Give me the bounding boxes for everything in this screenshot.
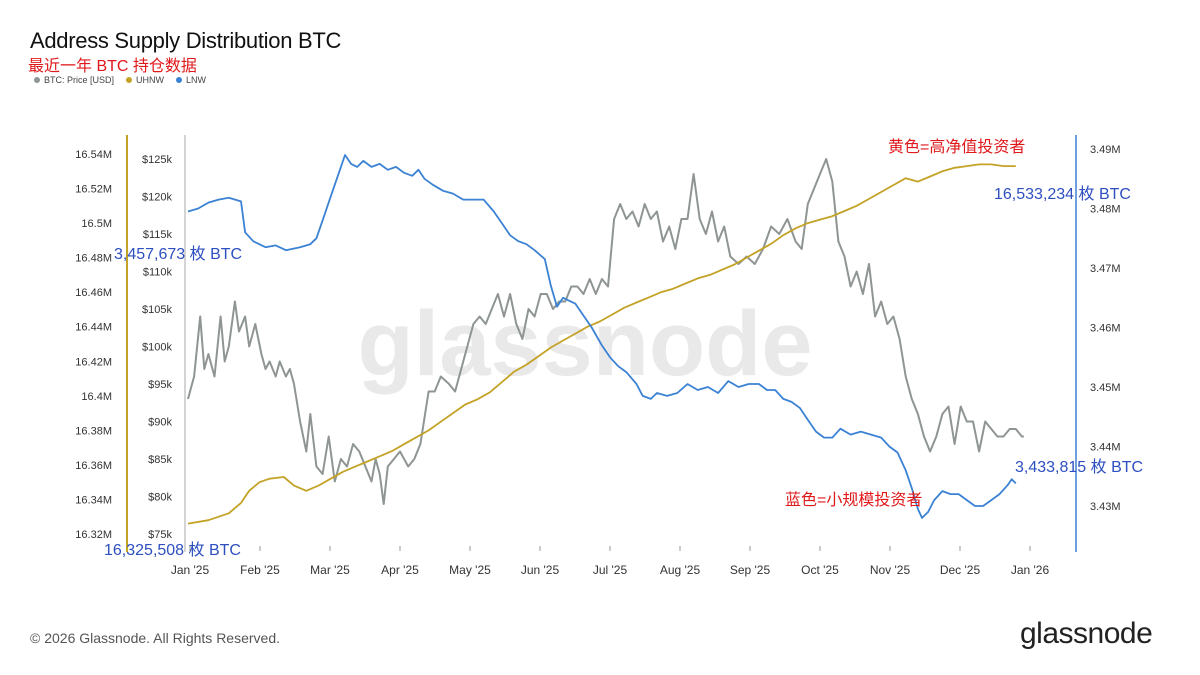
chart-title: Address Supply Distribution BTC — [30, 28, 342, 53]
uhnw-tick-label: 16.36M — [75, 460, 112, 472]
uhnw-tick-label: 16.44M — [75, 322, 112, 334]
series-line-lnw — [187, 154, 1017, 519]
legend-label-lnw: LNW — [186, 75, 207, 85]
lnw-tick-label: 3.45M — [1090, 382, 1121, 394]
price-tick-label: $105k — [142, 304, 172, 316]
lnw-tick-label: 3.47M — [1090, 263, 1121, 275]
lnw-tick-label: 3.46M — [1090, 323, 1121, 335]
x-tick-label: May '25 — [449, 563, 491, 577]
lnw-tick-label: 3.44M — [1090, 442, 1121, 454]
x-tick-label: Jul '25 — [593, 563, 628, 577]
lnw-tick-label: 3.48M — [1090, 204, 1121, 216]
price-tick-label: $125k — [142, 154, 172, 166]
x-tick-label: Mar '25 — [310, 563, 350, 577]
price-tick-label: $115k — [143, 229, 173, 241]
uhnw-tick-label: 16.52M — [75, 184, 112, 196]
annotation-lnw-label: 蓝色=小规模投资者 — [785, 491, 922, 509]
uhnw-tick-label: 16.46M — [75, 287, 112, 299]
annotation-uhnw-label: 黄色=高净值投资者 — [888, 138, 1025, 156]
legend-dot-lnw — [176, 77, 183, 83]
chart-subtitle: 最近一年 BTC 持仓数据 — [28, 58, 197, 75]
x-tick-label: Nov '25 — [870, 563, 911, 577]
price-tick-label: $80k — [148, 492, 172, 504]
legend-label-price: BTC: Price [USD] — [44, 75, 115, 85]
x-tick-label: Aug '25 — [660, 563, 701, 577]
uhnw-tick-label: 16.4M — [81, 391, 112, 403]
x-tick-label: Jan '25 — [171, 563, 210, 577]
legend-dot-uhnw — [126, 77, 133, 83]
price-tick-label: $85k — [148, 454, 172, 466]
watermark: glassnode — [357, 293, 812, 395]
x-tick-label: Oct '25 — [801, 563, 839, 577]
price-tick-label: $100k — [142, 342, 172, 354]
series-line-uhnw — [187, 163, 1016, 525]
glassnode-logo: glassnode — [1020, 617, 1153, 650]
x-tick-label: Dec '25 — [940, 563, 981, 577]
annotation-uhnw-start: 16,325,508 枚 BTC — [104, 541, 241, 559]
price-tick-label: $110k — [143, 267, 173, 279]
x-tick-label: Jan '26 — [1011, 563, 1050, 577]
series-line-price — [187, 158, 1024, 505]
legend-item-lnw[interactable]: LNW — [176, 75, 206, 85]
x-tick-label: Jun '25 — [521, 563, 560, 577]
x-tick-label: Sep '25 — [730, 563, 771, 577]
x-tick-label: Apr '25 — [381, 563, 419, 577]
legend-item-price[interactable]: BTC: Price [USD] — [34, 75, 114, 85]
annotation-uhnw-end: 16,533,234 枚 BTC — [994, 185, 1131, 203]
price-tick-label: $75k — [148, 529, 172, 541]
uhnw-tick-label: 16.38M — [75, 425, 112, 437]
legend: BTC: Price [USD] UHNW LNW — [34, 75, 206, 85]
price-tick-label: $120k — [142, 192, 172, 204]
lnw-tick-label: 3.43M — [1090, 501, 1121, 513]
uhnw-tick-label: 16.48M — [75, 253, 112, 265]
uhnw-tick-label: 16.32M — [75, 529, 112, 541]
legend-item-uhnw[interactable]: UHNW — [126, 75, 164, 85]
footer-copyright: © 2026 Glassnode. All Rights Reserved. — [30, 630, 281, 646]
price-tick-label: $95k — [148, 379, 172, 391]
annotation-lnw-end: 3,433,815 枚 BTC — [1015, 458, 1143, 476]
legend-label-uhnw: UHNW — [136, 75, 165, 85]
uhnw-tick-label: 16.5M — [81, 218, 112, 230]
legend-dot-price — [34, 77, 40, 83]
uhnw-tick-label: 16.54M — [75, 149, 112, 161]
uhnw-tick-label: 16.34M — [75, 494, 112, 506]
lnw-tick-label: 3.49M — [1090, 144, 1121, 156]
price-tick-label: $90k — [148, 417, 172, 429]
x-tick-label: Feb '25 — [240, 563, 280, 577]
uhnw-tick-label: 16.42M — [75, 356, 112, 368]
annotation-lnw-start: 3,457,673 枚 BTC — [114, 245, 242, 263]
